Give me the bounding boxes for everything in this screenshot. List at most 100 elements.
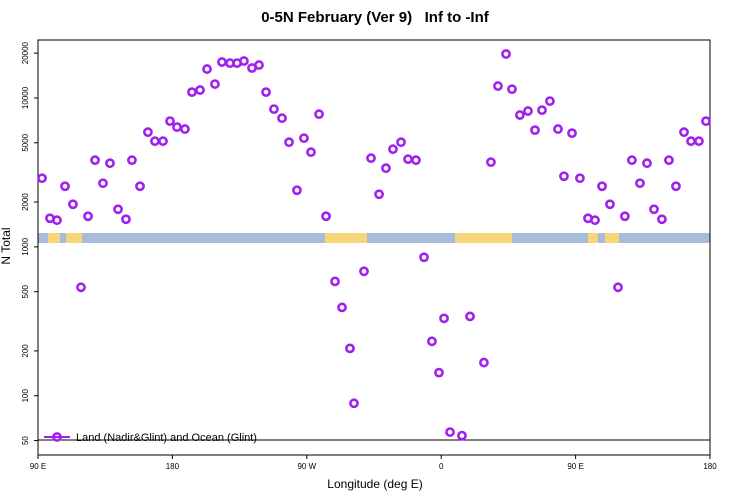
point xyxy=(172,122,182,133)
point xyxy=(76,282,86,293)
point xyxy=(411,155,421,166)
point xyxy=(180,124,190,134)
point xyxy=(530,125,540,136)
point xyxy=(419,252,429,263)
point xyxy=(52,215,62,226)
land-segment xyxy=(455,233,512,243)
point xyxy=(537,105,547,116)
point xyxy=(337,302,347,313)
point xyxy=(396,137,406,148)
point xyxy=(514,110,525,120)
point xyxy=(388,144,398,155)
land-segment xyxy=(66,233,82,243)
point xyxy=(575,173,585,184)
point xyxy=(254,60,264,70)
point xyxy=(60,181,70,192)
point xyxy=(493,81,503,91)
land-segment xyxy=(325,233,367,243)
point xyxy=(121,214,131,225)
y-tick-label: 5000 xyxy=(21,133,30,151)
point xyxy=(321,211,331,222)
surface-band xyxy=(38,233,710,243)
land-segment xyxy=(605,233,619,243)
y-tick-label: 200 xyxy=(21,344,30,358)
point xyxy=(465,311,475,322)
point xyxy=(657,214,667,225)
point xyxy=(306,147,316,158)
point xyxy=(345,343,355,354)
ocean-band xyxy=(38,233,710,243)
point xyxy=(507,84,517,95)
land-segment xyxy=(588,233,598,243)
point xyxy=(553,124,563,134)
point xyxy=(597,181,607,192)
point xyxy=(68,199,78,210)
point xyxy=(135,181,145,192)
point xyxy=(37,173,47,184)
y-tick-label: 10000 xyxy=(21,86,30,109)
point xyxy=(626,155,637,166)
point xyxy=(349,398,359,409)
x-tick-label: 90 E xyxy=(567,462,583,471)
point xyxy=(113,204,123,215)
point xyxy=(90,155,100,166)
point xyxy=(501,49,511,59)
point xyxy=(664,155,674,166)
x-axis-label: Longitude (deg E) xyxy=(327,477,422,491)
land-segment xyxy=(48,233,60,243)
point xyxy=(613,282,623,293)
point xyxy=(486,157,496,168)
point xyxy=(314,109,324,120)
legend-marker xyxy=(52,432,62,442)
y-tick-label: 20000 xyxy=(21,41,30,64)
point xyxy=(381,163,391,174)
point xyxy=(187,87,197,98)
x-tick-label: 180 xyxy=(703,462,717,471)
point xyxy=(195,85,205,95)
point xyxy=(143,127,153,138)
point xyxy=(98,178,108,189)
point xyxy=(649,204,659,215)
x-tick-label: 90 W xyxy=(297,462,316,471)
point xyxy=(127,155,137,166)
point xyxy=(299,133,309,144)
point xyxy=(686,136,696,147)
point xyxy=(605,199,615,210)
point xyxy=(292,185,302,196)
point xyxy=(567,128,577,139)
point xyxy=(165,116,175,127)
y-tick-label: 2000 xyxy=(21,193,30,211)
point xyxy=(427,336,437,347)
point xyxy=(479,357,489,368)
x-tick-label: 90 E xyxy=(30,462,46,471)
point xyxy=(679,127,689,138)
point xyxy=(359,266,369,277)
point xyxy=(261,87,271,98)
point xyxy=(217,57,227,67)
x-tick-label: 180 xyxy=(166,462,180,471)
point xyxy=(330,276,340,287)
point xyxy=(239,56,249,66)
point xyxy=(366,153,376,164)
chart-title: 0-5N February (Ver 9) Inf to -Inf xyxy=(261,9,490,26)
point xyxy=(619,211,630,222)
y-tick-label: 100 xyxy=(21,389,30,403)
point xyxy=(374,189,384,200)
point xyxy=(701,116,711,127)
point xyxy=(277,113,287,124)
point xyxy=(642,158,652,169)
point xyxy=(545,96,555,106)
point xyxy=(694,136,704,147)
point xyxy=(403,154,413,165)
point xyxy=(202,64,212,74)
point xyxy=(457,430,467,441)
point xyxy=(105,158,115,169)
point xyxy=(590,215,600,226)
point xyxy=(210,79,220,89)
y-tick-label: 50 xyxy=(21,436,30,445)
legend-label: Land (Nadir&Glint) and Ocean (Glint) xyxy=(76,432,257,444)
point xyxy=(150,136,160,147)
point xyxy=(671,181,681,192)
point xyxy=(284,137,294,148)
